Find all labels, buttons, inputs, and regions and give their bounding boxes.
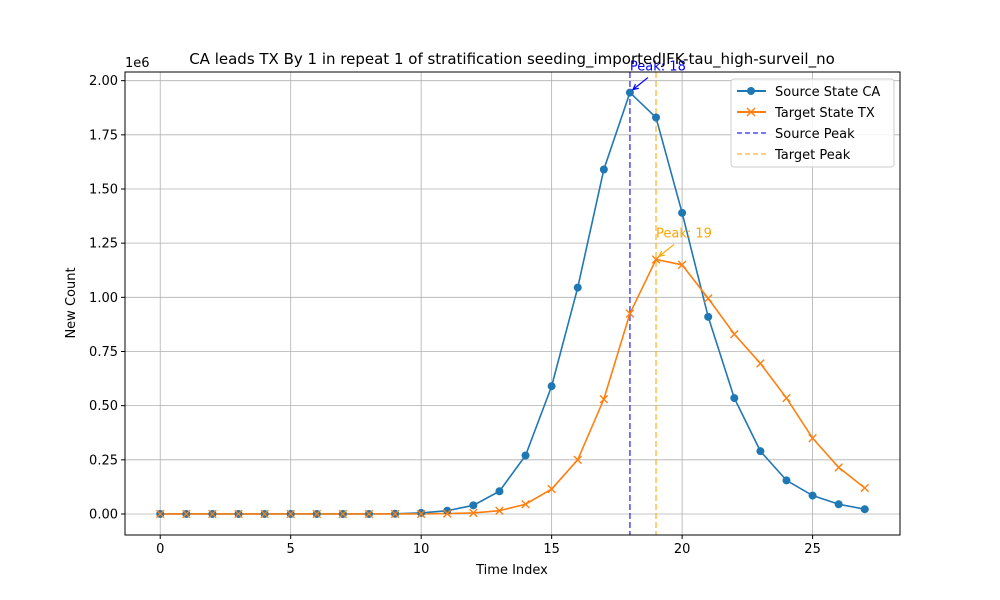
y-axis-label: New Count: [64, 267, 79, 338]
series-lines: [160, 91, 866, 515]
plot-frame: [124, 71, 901, 536]
x-tick-label: 25: [804, 542, 821, 557]
data-point-1: [286, 509, 295, 519]
x-axis-ticks: 0 5 10 15 20 25: [156, 535, 821, 557]
y-tick-label: 0.00: [89, 507, 118, 522]
series-line-1: [160, 258, 866, 515]
data-point-0: [860, 505, 869, 514]
data-point-0: [495, 487, 504, 496]
data-point-1: [495, 506, 504, 516]
peak-arrow-1: [658, 243, 675, 257]
data-point-0: [443, 506, 452, 515]
peak-arrowhead-1: [657, 250, 666, 258]
data-point-1: [208, 509, 217, 519]
data-point-1: [364, 509, 374, 519]
y-offset-text: 1e6: [125, 56, 150, 71]
data-point-0: [834, 500, 843, 509]
y-tick-label: 1.50: [89, 182, 118, 197]
grid: [125, 72, 900, 535]
x-axis-label: Time Index: [475, 563, 548, 578]
data-point-0: [756, 447, 765, 456]
y-tick-label: 0.50: [89, 399, 118, 414]
y-tick-label: 1.25: [89, 237, 118, 252]
x-tick-label: 0: [156, 542, 164, 557]
peak-arrow-0: [632, 77, 649, 91]
data-point-1: [756, 359, 765, 368]
data-point-0: [547, 382, 556, 391]
data-point-0: [573, 283, 582, 292]
data-point-1: [547, 484, 556, 494]
data-point-0: [469, 501, 478, 510]
data-point-1: [599, 394, 609, 404]
annotations: Peak: 18 Peak: 19: [630, 60, 712, 258]
data-point-1: [834, 463, 843, 472]
data-point-0: [625, 88, 634, 97]
x-tick-label: 5: [287, 542, 295, 557]
legend-label-source: Source State CA: [775, 85, 880, 100]
y-tick-label: 2.00: [89, 74, 118, 89]
data-point-1: [312, 509, 322, 519]
data-point-0: [730, 394, 739, 403]
data-point-0: [678, 208, 687, 217]
data-point-1: [860, 483, 870, 493]
data-point-0: [704, 312, 713, 321]
data-point-1: [182, 509, 191, 519]
data-point-1: [808, 433, 817, 443]
data-point-1: [338, 509, 348, 519]
data-point-1: [155, 509, 165, 519]
data-point-1: [234, 509, 243, 519]
data-point-1: [469, 508, 478, 518]
y-tick-label: 1.75: [89, 128, 118, 143]
y-tick-label: 0.25: [89, 453, 118, 468]
peak-arrowhead-0: [631, 83, 639, 91]
data-point-0: [417, 508, 426, 517]
legend-label-target-peak: Target Peak: [774, 148, 851, 163]
data-point-1: [573, 455, 583, 465]
series-markers: [155, 88, 870, 519]
data-point-0: [782, 476, 791, 485]
y-tick-label: 0.75: [89, 345, 118, 360]
y-axis-ticks: 0.00 0.25 0.50 0.75 1.00 1.25 1.50 1.75 2.00: [89, 74, 125, 522]
data-point-1: [703, 294, 713, 303]
x-tick-label: 15: [543, 542, 560, 557]
legend-marker-target: [746, 107, 756, 117]
data-point-0: [521, 451, 530, 460]
x-tick-label: 20: [674, 542, 691, 557]
data-point-0: [599, 165, 608, 174]
data-point-1: [260, 509, 269, 519]
legend-label-source-peak: Source Peak: [775, 127, 855, 142]
peak-annotation-0: Peak: 18: [630, 60, 686, 75]
legend: Source State CA Target State TX Source P…: [730, 78, 895, 168]
chart-title: CA leads TX By 1 in repeat 1 of stratifi…: [189, 50, 835, 69]
data-point-0: [652, 113, 661, 122]
data-point-1: [390, 509, 400, 519]
legend-label-target: Target State TX: [774, 106, 875, 121]
legend-frame: [730, 78, 895, 168]
y-tick-label: 1.00: [89, 291, 118, 306]
data-point-1: [730, 329, 739, 339]
data-point-1: [521, 499, 530, 509]
x-tick-label: 10: [413, 542, 430, 557]
peak-lines: [629, 72, 657, 535]
peak-annotation-1: Peak: 19: [656, 226, 712, 241]
data-point-1: [677, 260, 687, 270]
data-point-1: [625, 309, 635, 318]
data-point-1: [416, 509, 426, 519]
data-point-1: [782, 393, 791, 403]
data-point-0: [808, 491, 817, 500]
data-point-1: [442, 509, 452, 518]
legend-marker-source: [747, 87, 755, 95]
